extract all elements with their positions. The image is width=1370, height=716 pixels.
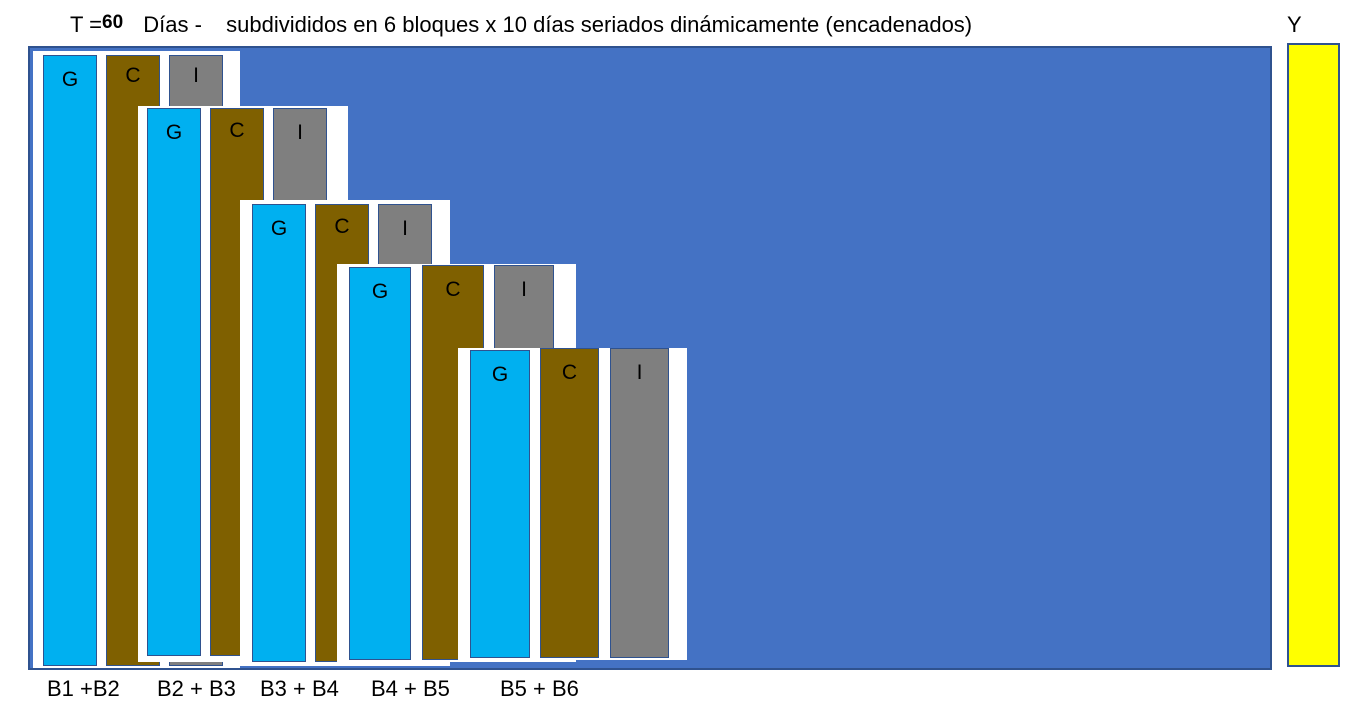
- bar-c-label: C: [561, 361, 578, 384]
- bar-i-label: I: [636, 361, 643, 384]
- bar-i: I: [610, 348, 669, 658]
- bar-c-label: C: [445, 278, 461, 301]
- bar-g: G: [349, 267, 411, 660]
- unit-label: Días: [143, 12, 189, 37]
- y-bar: [1287, 43, 1340, 667]
- block-5: G C I: [458, 348, 687, 660]
- block-label-4: B4 + B5: [371, 676, 450, 701]
- bar-g-label: G: [371, 280, 389, 303]
- diagram-title: T =60 Días - subdivididos en 6 bloques x…: [70, 12, 972, 38]
- bar-i-label: I: [193, 64, 199, 87]
- bar-g: G: [43, 55, 97, 666]
- bar-i-label: I: [521, 278, 527, 301]
- bar-c: C: [540, 348, 599, 658]
- y-label: Y: [1287, 12, 1302, 37]
- bar-c-label: C: [334, 215, 350, 238]
- bar-i-label: I: [297, 121, 303, 144]
- bar-g: G: [147, 108, 201, 656]
- description: subdivididos en 6 bloques x 10 días seri…: [226, 12, 973, 37]
- separator: -: [194, 12, 202, 37]
- block-label-3: B3 + B4: [260, 676, 339, 701]
- t-prefix: T =: [70, 12, 103, 37]
- block-label-1: B1 +B2: [47, 676, 120, 701]
- bar-g: G: [470, 350, 530, 658]
- bar-g-label: G: [491, 363, 509, 386]
- bar-c-label: C: [125, 64, 141, 87]
- bar-i-label: I: [402, 217, 408, 240]
- bar-c-label: C: [229, 119, 245, 142]
- bar-g-label: G: [165, 121, 183, 144]
- bar-g: G: [252, 204, 306, 662]
- bar-g-label: G: [61, 68, 79, 91]
- block-label-2: B2 + B3: [157, 676, 236, 701]
- block-label-5: B5 + B6: [500, 676, 579, 701]
- bar-g-label: G: [270, 217, 288, 240]
- t-value: 60: [102, 12, 124, 33]
